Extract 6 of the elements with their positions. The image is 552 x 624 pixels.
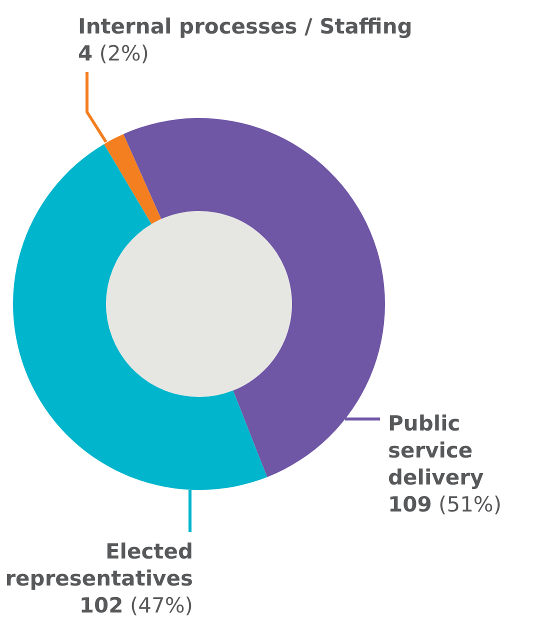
slice-label: Internal processes / Staffing — [78, 14, 412, 38]
slice-label: Public service delivery — [388, 411, 484, 490]
data-label: 109 (51%) — [388, 492, 502, 516]
slice-label: Elected representatives — [5, 539, 193, 590]
data-label: 102 (47%) — [79, 593, 194, 618]
data-label: 4 (2%) — [78, 41, 149, 66]
